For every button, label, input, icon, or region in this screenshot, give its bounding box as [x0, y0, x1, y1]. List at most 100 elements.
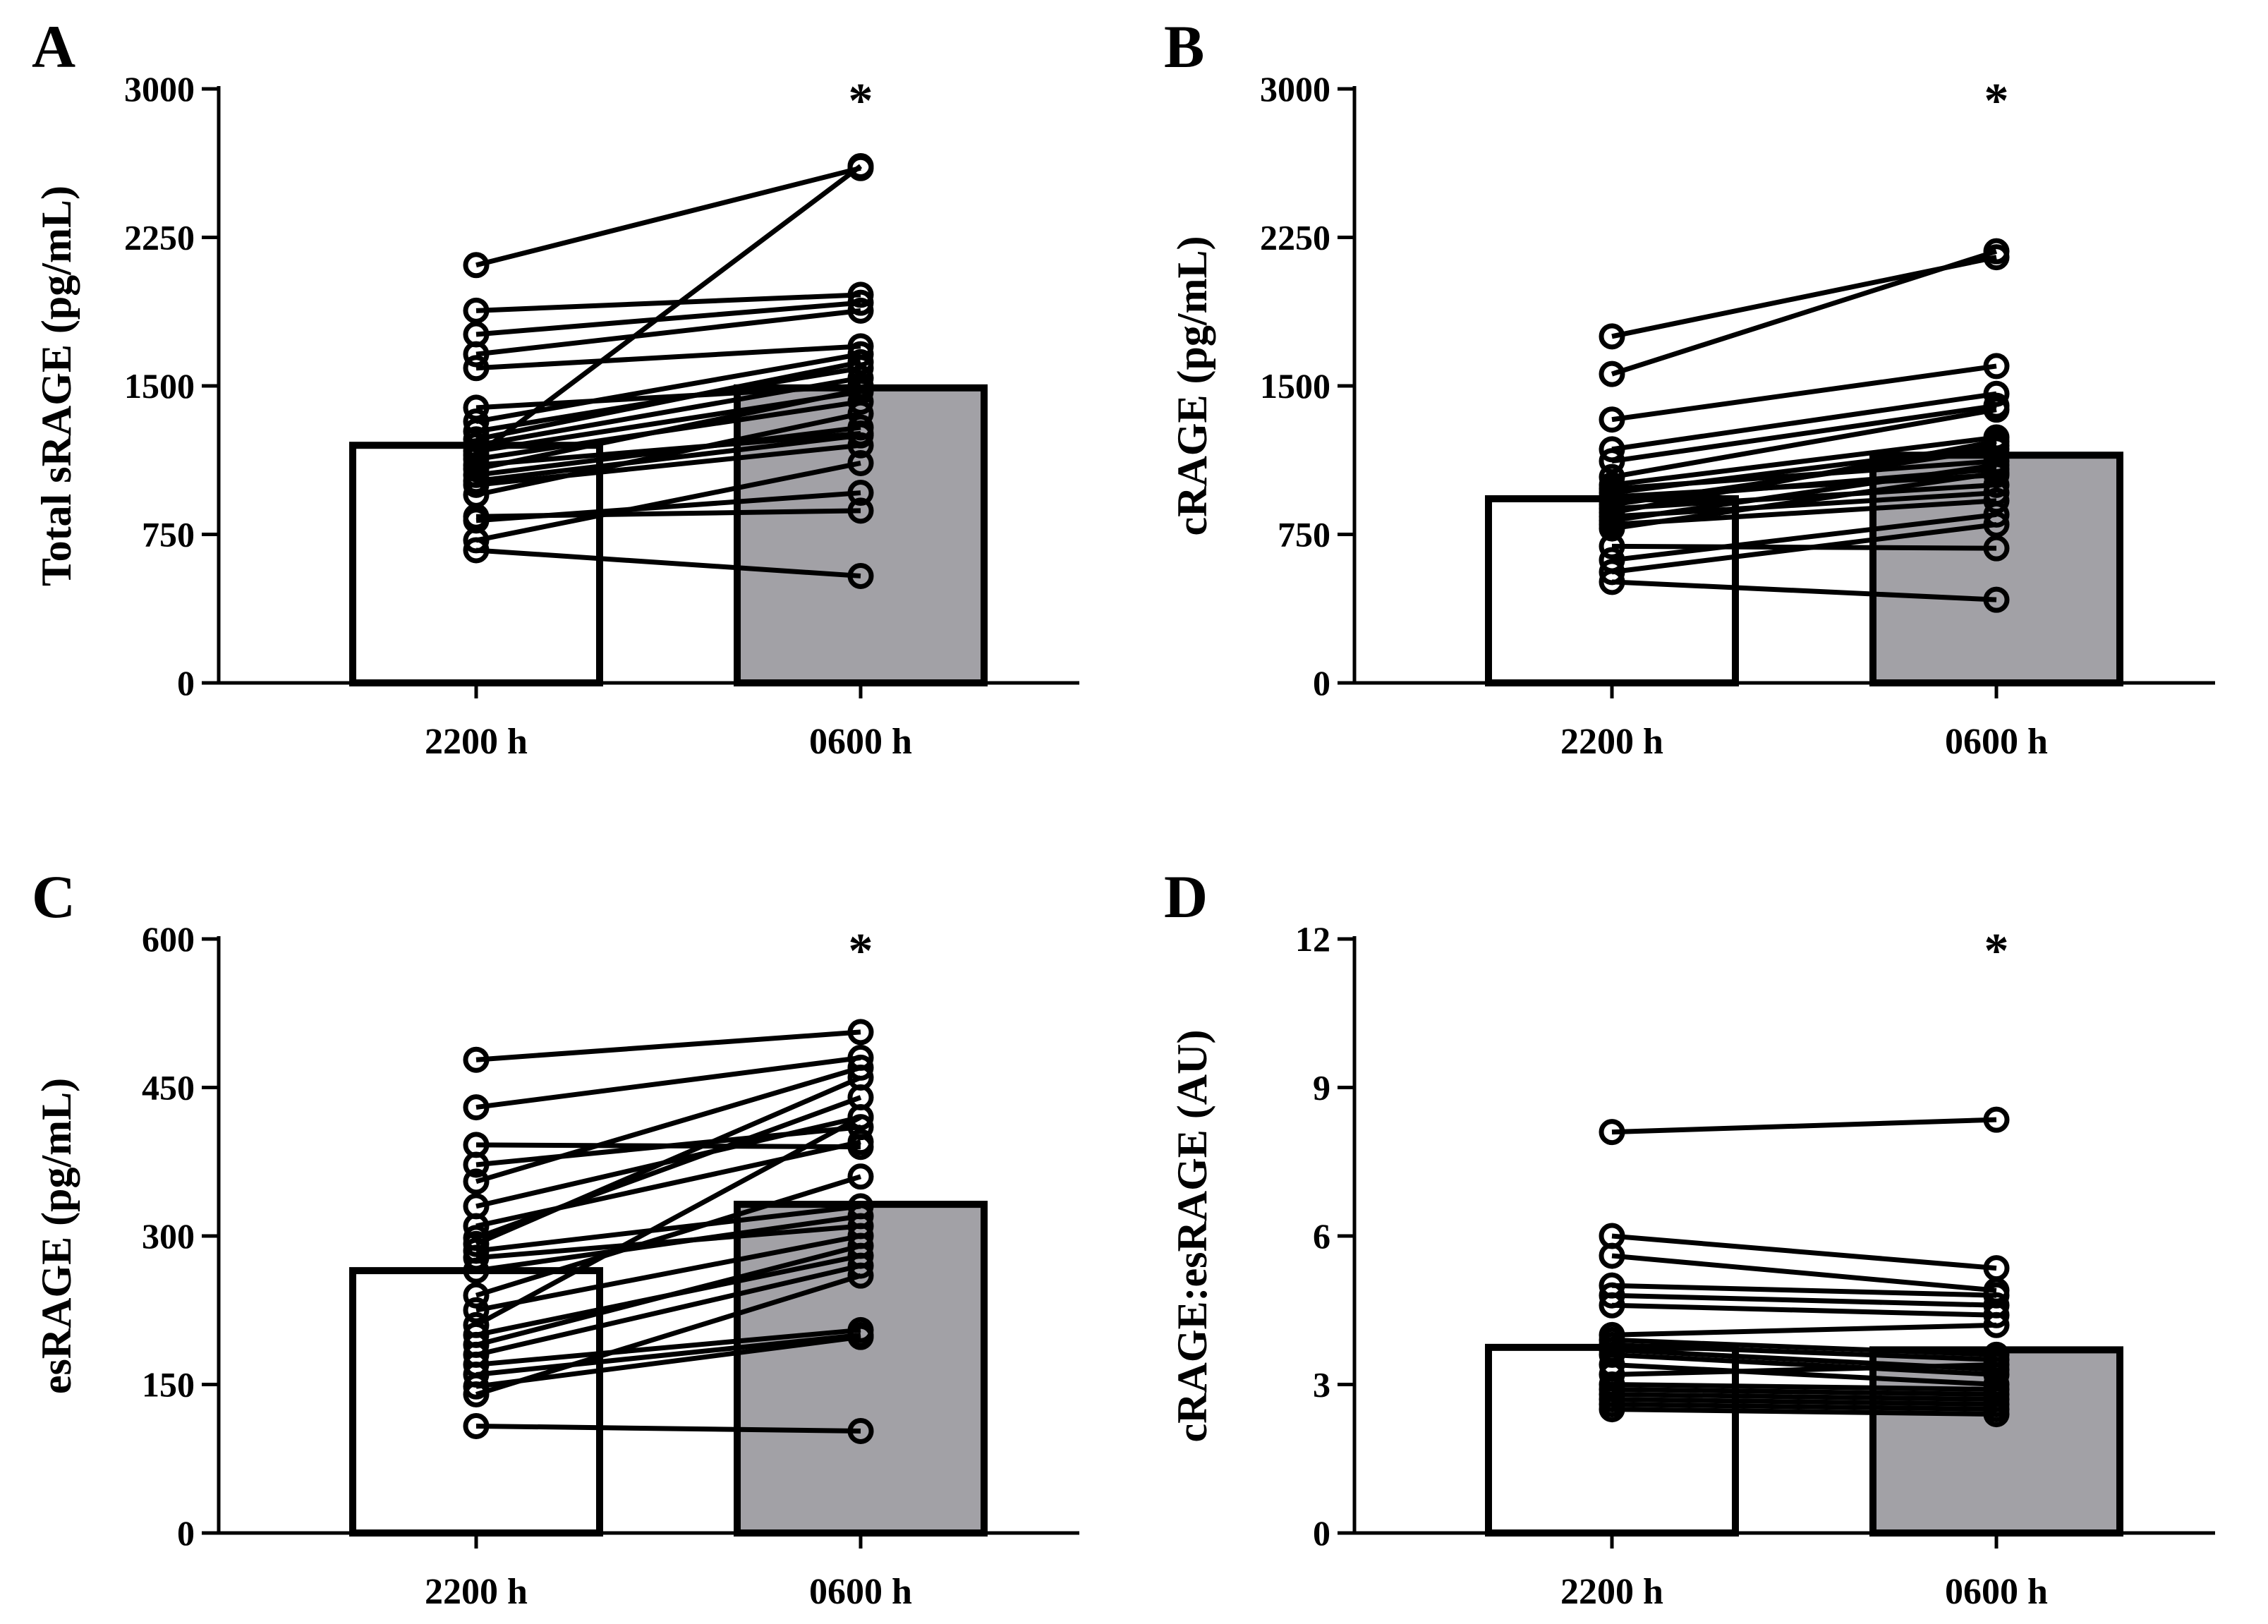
pair-line: [475, 308, 861, 357]
pair-line: [1611, 1337, 1997, 1357]
point-2200: [1599, 448, 1625, 475]
point-0600: [847, 152, 874, 179]
pair-line: [1611, 1302, 1997, 1318]
point-2200: [463, 394, 490, 421]
point-0600: [1983, 1311, 2010, 1338]
point-2200: [463, 1094, 490, 1121]
point-0600: [847, 414, 874, 441]
point-2200: [1599, 533, 1625, 559]
pair-line: [475, 351, 861, 424]
point-0600: [847, 1129, 874, 1156]
pair-line: [1611, 403, 1997, 464]
point-0600: [847, 365, 874, 392]
point-2200: [1599, 436, 1625, 463]
pair-line: [1611, 1362, 1997, 1387]
point-0600: [1983, 459, 2010, 486]
panel-letter: B: [1164, 13, 1204, 80]
point-2200: [1599, 323, 1625, 350]
point-0600: [847, 281, 874, 308]
panel-d: D 0 3 6 9 12 2200 h 0600 h cRAGE:esRAGE (AU) *: [1164, 863, 2215, 1612]
point-0600: [1983, 396, 2010, 423]
pair-line: [1611, 1402, 1997, 1412]
point-2200: [1599, 360, 1625, 387]
pair-line: [1611, 391, 1997, 452]
pair-line: [1611, 462, 1997, 523]
point-2200: [1599, 1292, 1625, 1319]
point-2200: [463, 1257, 490, 1284]
point-0600: [1983, 1106, 2010, 1133]
pair-line: [1611, 482, 1997, 511]
pair-line: [475, 387, 861, 472]
pair-line: [1611, 511, 1997, 563]
pair-line: [475, 461, 861, 543]
pair-line: [475, 442, 861, 487]
pair-line: [475, 1213, 861, 1273]
pair-line: [475, 1423, 861, 1434]
point-2200: [1599, 406, 1625, 433]
point-2200: [1599, 515, 1625, 542]
panel-a: A 0 750 1500 2250 3000 2200 h 0600 h Total sRAGE…: [32, 13, 1079, 762]
point-2200: [463, 1373, 490, 1400]
pair-line: [1611, 1352, 1997, 1377]
point-0600: [1983, 586, 2010, 613]
pair-line: [475, 1065, 861, 1184]
y-tick-label: 600: [142, 919, 195, 959]
pair-line: [475, 344, 861, 371]
point-0600: [847, 1104, 874, 1131]
pair-line: [1611, 248, 1998, 377]
point-2200: [1599, 559, 1625, 586]
x-tick-label: 2200 h: [1560, 722, 1663, 762]
pair-line: [475, 1327, 861, 1367]
pair-line: [1611, 1392, 1997, 1402]
point-0600: [847, 400, 874, 427]
panel-b: B 0 750 1500 2250 3000 2200 h 0600 h cRAGE (pg/m…: [1164, 13, 2215, 762]
point-0600: [1983, 535, 2010, 562]
point-2200: [463, 297, 490, 324]
pair-line: [475, 1243, 861, 1347]
pair-line: [475, 1273, 862, 1397]
point-2200: [463, 1244, 490, 1271]
point-2200: [463, 341, 490, 368]
pair-line: [1611, 1362, 1997, 1377]
y-axis-title: Total sRAGE (pg/mL): [33, 186, 80, 586]
point-2200: [463, 537, 490, 564]
point-0600: [1983, 1351, 2010, 1378]
y-axis-title: cRAGE (pg/mL): [1169, 236, 1215, 536]
panel-c: C 0 150 300 450 600 2200 h 0600 h esRAGE (pg/mL)…: [32, 863, 1079, 1612]
bar-0600-h: [734, 1201, 988, 1537]
point-0600: [1983, 1401, 2010, 1428]
point-0600: [847, 480, 874, 507]
point-0600: [847, 497, 874, 524]
pair-line: [475, 490, 861, 523]
point-0600: [1983, 238, 2010, 265]
point-0600: [1983, 501, 2010, 528]
pair-line: [1611, 1397, 1997, 1407]
y-tick-label: 450: [142, 1068, 195, 1108]
significance-marker: *: [1984, 74, 2009, 128]
pair-line: [475, 432, 861, 484]
pair-line: [1611, 439, 1997, 516]
y-tick-label: 2250: [1260, 218, 1330, 257]
point-0600: [847, 388, 874, 415]
pair-line: [474, 164, 863, 458]
pair-line: [1611, 1283, 1997, 1298]
pair-line: [1611, 521, 1997, 575]
pair-line: [475, 300, 861, 337]
pair-line: [475, 1174, 862, 1298]
y-tick-label: 0: [1313, 663, 1330, 703]
y-tick-label: 9: [1313, 1068, 1330, 1108]
point-2200: [463, 355, 490, 382]
point-2200: [463, 1151, 490, 1178]
y-tick-label: 3: [1313, 1365, 1330, 1405]
y-tick-label: 6: [1313, 1216, 1330, 1256]
point-0600: [847, 1417, 874, 1444]
pair-line: [1611, 407, 1997, 480]
y-tick-label: 150: [142, 1365, 195, 1405]
point-0600: [847, 377, 874, 404]
point-2200: [1599, 1242, 1625, 1269]
pair-line: [475, 1233, 861, 1313]
point-0600: [847, 1252, 874, 1279]
point-0600: [847, 1323, 874, 1350]
y-tick-label: 3000: [1260, 69, 1330, 109]
